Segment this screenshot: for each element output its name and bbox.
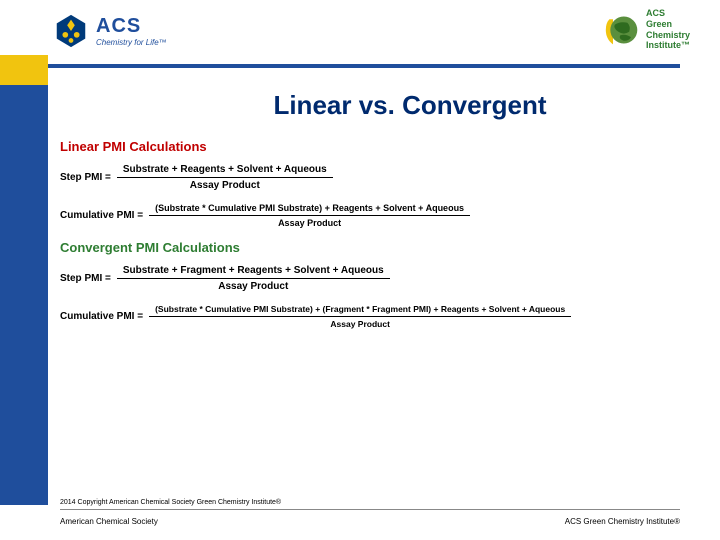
copyright: 2014 Copyright American Chemical Society… (60, 499, 281, 506)
gci-line: ACS (646, 8, 690, 19)
linear-step-formula: Step PMI = Substrate + Reagents + Solven… (60, 164, 700, 191)
acs-tagline: Chemistry for Life™ (96, 38, 167, 47)
linear-cumul-formula: Cumulative PMI = (Substrate * Cumulative… (60, 203, 700, 228)
linear-heading: Linear PMI Calculations (60, 139, 700, 154)
acs-mark-icon (52, 12, 90, 50)
denominator: Assay Product (272, 216, 347, 228)
formula-label: Cumulative PMI = (60, 311, 143, 322)
footer-divider (60, 509, 680, 510)
numerator: Substrate + Fragment + Reagents + Solven… (117, 265, 390, 279)
blue-divider (48, 64, 680, 68)
gci-line: Chemistry (646, 30, 690, 41)
yellow-accent (0, 55, 48, 85)
acs-name: ACS (96, 15, 167, 38)
gci-text: ACS Green Chemistry Institute™ (646, 8, 690, 51)
fraction: Substrate + Fragment + Reagents + Solven… (117, 265, 390, 292)
formula-label: Step PMI = (60, 172, 111, 183)
sidebar-blue (0, 85, 48, 505)
numerator: (Substrate * Cumulative PMI Substrate) +… (149, 203, 470, 216)
header: ACS Chemistry for Life™ ACS Green Chemis… (0, 0, 720, 80)
footer-right: ACS Green Chemistry Institute® (565, 517, 680, 526)
formula-label: Step PMI = (60, 273, 111, 284)
footer-left: American Chemical Society (60, 517, 158, 526)
fraction: (Substrate * Cumulative PMI Substrate) +… (149, 304, 571, 329)
slide-title: Linear vs. Convergent (120, 90, 700, 121)
convergent-step-formula: Step PMI = Substrate + Fragment + Reagen… (60, 265, 700, 292)
denominator: Assay Product (324, 317, 396, 329)
numerator: Substrate + Reagents + Solvent + Aqueous (117, 164, 333, 178)
denominator: Assay Product (212, 279, 294, 292)
content: Linear vs. Convergent Linear PMI Calcula… (60, 90, 700, 341)
numerator: (Substrate * Cumulative PMI Substrate) +… (149, 304, 571, 317)
acs-logo: ACS Chemistry for Life™ (52, 12, 167, 50)
fraction: Substrate + Reagents + Solvent + Aqueous… (117, 164, 333, 191)
denominator: Assay Product (184, 178, 266, 191)
convergent-cumul-formula: Cumulative PMI = (Substrate * Cumulative… (60, 304, 700, 329)
gci-logo: ACS Green Chemistry Institute™ (604, 8, 690, 51)
gci-line: Institute™ (646, 40, 690, 51)
gci-line: Green (646, 19, 690, 30)
formula-label: Cumulative PMI = (60, 210, 143, 221)
fraction: (Substrate * Cumulative PMI Substrate) +… (149, 203, 470, 228)
globe-icon (604, 12, 640, 48)
convergent-heading: Convergent PMI Calculations (60, 240, 700, 255)
